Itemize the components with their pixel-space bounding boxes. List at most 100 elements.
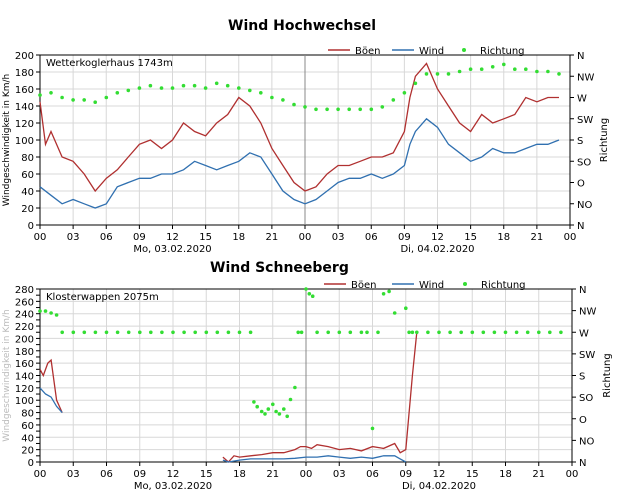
direction-point [557,72,561,76]
direction-tick-label: SO [577,157,591,168]
direction-point [468,67,473,71]
chart-hochwechsel: Wind Hochwechsel020406080100120140160180… [2,18,610,255]
direction-tick-label: O [577,179,585,190]
direction-point [370,426,375,431]
direction-point [307,292,312,296]
x-tick-label: 03 [333,469,346,480]
direction-point [481,330,486,335]
direction-point [426,330,430,335]
direction-point [226,330,231,335]
direction-point [82,330,87,335]
direction-point [358,107,363,112]
direction-point [492,330,497,335]
direction-point [410,330,415,335]
direction-point [347,107,352,112]
direction-point [424,72,429,76]
date-label-day1: Mo, 03.02.2020 [134,481,212,492]
x-tick-label: 15 [464,232,477,243]
direction-point [310,294,315,299]
direction-point [259,409,264,414]
direction-point [214,81,219,86]
date-label-day2: Di, 04.02.2020 [400,244,474,255]
y-tick-label: 60 [21,170,34,181]
station-label: Klosterwappen 2075m [46,292,159,303]
direction-point [296,330,301,335]
x-tick-label: 21 [266,469,279,480]
direction-point [437,330,441,335]
legend-wind-label: Wind [419,46,444,57]
direction-point [457,69,462,74]
date-label-day2: Di, 04.02.2020 [402,481,476,492]
date-label-day1: Mo, 03.02.2020 [133,244,211,255]
y-tick-label: 120 [15,384,34,395]
x-tick-label: 15 [200,469,213,480]
direction-point [513,67,517,71]
y-tick-label: 100 [15,136,34,147]
direction-point [49,91,53,95]
direction-point [271,402,275,407]
y-tick-label: 80 [21,409,34,420]
direction-point [490,65,495,69]
y-axis-title: Windgeschwindigkeit in Km/h [2,74,12,207]
y-tick-label: 180 [15,68,34,79]
x-tick-label: 21 [532,469,545,480]
legend-boeen-label: Böen [355,46,380,57]
direction-point [537,330,541,335]
legend-richtung-label: Richtung [481,280,526,291]
direction-point [82,98,86,102]
direction-point [546,69,550,74]
direction-point [93,100,97,104]
direction-point [288,397,293,402]
direction-point [282,407,286,411]
x-tick-label: 03 [332,232,345,243]
x-tick-label: 12 [433,469,446,480]
direction-point [404,306,408,311]
direction-point [479,67,484,71]
direction-point [326,330,331,335]
direction-point [407,330,411,335]
direction-point [391,98,396,102]
direction-point [435,72,440,76]
y-tick-label: 260 [15,297,34,308]
direction-point [252,400,256,404]
y-tick-label: 140 [15,372,34,383]
x-tick-label: 21 [266,232,279,243]
direction-point [376,330,380,335]
direction-point [380,105,385,109]
direction-point [348,330,353,335]
direction-point [71,330,76,335]
direction-point [392,311,397,315]
series-boeen-line [39,62,559,193]
direction-point [248,88,252,93]
direction-tick-label: W [577,94,587,105]
direction-tick-label: W [579,328,589,339]
y-tick-label: 140 [15,102,34,113]
direction-point [181,83,186,88]
direction-tick-label: N [579,285,586,296]
x-tick-label: 03 [67,232,80,243]
y-tick-label: 80 [21,153,34,164]
y-tick-label: 200 [15,334,34,345]
direction-tick-label: NO [579,436,594,447]
legend-wind-label: Wind [419,280,444,291]
direction-tick-label: N [579,458,586,469]
direction-point [49,311,53,315]
x-tick-label: 00 [566,469,579,480]
y-tick-label: 200 [15,51,34,62]
direction-point [413,81,418,86]
direction-point [182,330,186,335]
x-tick-label: 00 [564,232,577,243]
direction-tick-label: O [579,415,587,426]
direction-tick-label: SW [577,115,593,126]
direction-point [137,86,142,90]
direction-point [369,107,374,112]
series-boeen-line [39,358,63,413]
x-tick-label: 09 [133,469,146,480]
y-tick-label: 160 [15,359,34,370]
direction-point [336,107,340,112]
y-tick-label: 220 [15,322,34,333]
direction-point [285,414,290,419]
direction-tick-label: S [577,136,583,147]
direction-point [225,83,230,88]
